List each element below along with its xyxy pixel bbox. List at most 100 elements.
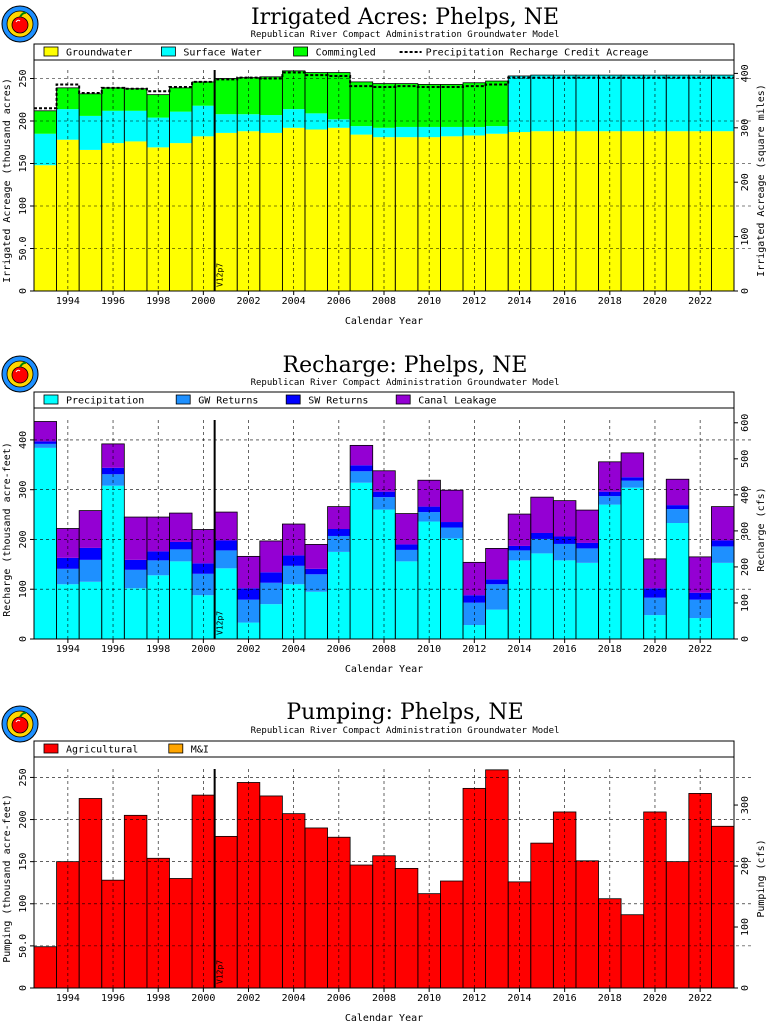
bar-gw-returns-1998 xyxy=(146,560,170,576)
bar-groundwater-2002 xyxy=(237,131,260,291)
bar-agricultural-2019 xyxy=(621,914,644,988)
bar-precipitation-2003 xyxy=(259,604,283,639)
bar-gw-returns-2017 xyxy=(575,548,599,563)
legend-label: SW Returns xyxy=(308,396,368,407)
bar-precipitation-1993 xyxy=(34,447,57,639)
bar-surface-water-2015 xyxy=(530,75,554,132)
bar-agricultural-2009 xyxy=(395,868,418,988)
bar-gw-returns-2021 xyxy=(666,509,689,524)
x-tick-label: 2002 xyxy=(236,644,260,655)
y2-tick-label: 600 xyxy=(740,414,751,432)
bar-sw-returns-1993 xyxy=(34,441,57,444)
bar-sw-returns-2003 xyxy=(259,572,283,583)
bar-agricultural-1999 xyxy=(169,878,193,988)
bar-commingled-1996 xyxy=(101,87,125,111)
bar-groundwater-2001 xyxy=(214,132,238,291)
bar-sw-returns-2020 xyxy=(643,588,667,598)
bar-surface-water-1993 xyxy=(34,133,57,166)
y2-axis-label: Irrigated Acreage (square miles) xyxy=(756,84,767,277)
bar-gw-returns-1995 xyxy=(79,559,102,582)
bar-groundwater-2011 xyxy=(440,136,464,291)
bar-precipitation-2013 xyxy=(485,609,509,639)
bar-canal-leakage-2023 xyxy=(711,506,734,541)
legend-label: Canal Leakage xyxy=(418,396,496,407)
chart-subtitle: Republican River Compact Administration … xyxy=(251,30,560,40)
x-tick-label: 2004 xyxy=(282,296,306,307)
bar-groundwater-1999 xyxy=(169,143,193,291)
x-tick-label: 2000 xyxy=(191,644,215,655)
bar-agricultural-2023 xyxy=(711,826,734,988)
bar-surface-water-2016 xyxy=(553,75,576,132)
bar-agricultural-2005 xyxy=(304,827,328,988)
bar-sw-returns-1999 xyxy=(169,541,193,550)
bar-gw-returns-2006 xyxy=(327,535,351,552)
y-tick-label: 50.0 xyxy=(18,934,29,958)
y-tick-label: 100 xyxy=(18,197,29,215)
bar-gw-returns-1997 xyxy=(124,569,147,589)
y2-tick-label: 100 xyxy=(740,918,751,936)
bar-precipitation-2021 xyxy=(666,523,689,639)
y2-tick-label: 300 xyxy=(740,796,751,814)
bar-surface-water-2005 xyxy=(304,113,328,130)
x-tick-label: 2010 xyxy=(417,993,441,1004)
x-tick-label: 2012 xyxy=(462,993,486,1004)
bar-gw-returns-1993 xyxy=(34,443,57,448)
bar-sw-returns-1994 xyxy=(56,557,80,569)
bar-commingled-1994 xyxy=(56,87,80,110)
y2-tick-label: 200 xyxy=(740,558,751,576)
logo-icon xyxy=(1,355,39,393)
bar-agricultural-1995 xyxy=(79,798,102,988)
bar-agricultural-2010 xyxy=(417,893,441,988)
bar-surface-water-2007 xyxy=(350,126,373,135)
bar-precipitation-2007 xyxy=(350,482,373,639)
bar-canal-leakage-2019 xyxy=(621,452,644,478)
y2-tick-label: 500 xyxy=(740,450,751,468)
bar-sw-returns-2015 xyxy=(530,532,554,539)
bar-sw-returns-2010 xyxy=(417,506,441,513)
legend-box xyxy=(33,43,735,61)
bar-groundwater-2020 xyxy=(643,131,667,291)
bar-precipitation-2014 xyxy=(508,560,531,639)
bar-surface-water-2001 xyxy=(214,114,238,133)
bar-gw-returns-2001 xyxy=(214,550,238,569)
bar-sw-returns-2012 xyxy=(463,595,486,603)
bar-commingled-2007 xyxy=(350,81,373,127)
bar-precipitation-2019 xyxy=(621,487,644,639)
bar-agricultural-2011 xyxy=(440,881,464,988)
bar-agricultural-2004 xyxy=(282,813,305,988)
bar-agricultural-1993 xyxy=(34,946,57,988)
x-tick-label: 2008 xyxy=(372,644,396,655)
bar-sw-returns-2009 xyxy=(395,544,418,550)
bar-sw-returns-1996 xyxy=(101,467,125,475)
bar-precipitation-2017 xyxy=(575,562,599,639)
bar-commingled-1993 xyxy=(34,110,57,134)
bar-commingled-2013 xyxy=(485,81,509,127)
x-tick-label: 2006 xyxy=(327,993,351,1004)
x-tick-label: 2022 xyxy=(688,993,712,1004)
bar-canal-leakage-2021 xyxy=(666,479,689,506)
bar-canal-leakage-1994 xyxy=(56,528,80,558)
x-tick-label: 2016 xyxy=(553,296,577,307)
bar-precipitation-2023 xyxy=(711,562,734,639)
bar-gw-returns-1996 xyxy=(101,474,125,486)
bar-precipitation-2004 xyxy=(282,584,305,639)
bar-surface-water-2009 xyxy=(395,126,418,138)
chart-subtitle: Republican River Compact Administration … xyxy=(251,378,560,388)
bar-agricultural-2013 xyxy=(485,769,509,988)
y-tick-label: 0 xyxy=(18,636,29,642)
x-tick-label: 2016 xyxy=(553,644,577,655)
bar-sw-returns-2023 xyxy=(711,540,734,547)
x-tick-label: 2020 xyxy=(643,296,667,307)
legend-item-commingled: Commingled xyxy=(293,46,376,59)
bar-sw-returns-1998 xyxy=(146,551,170,561)
legend-item-precipitation: Precipitation xyxy=(43,394,144,407)
x-tick-label: 2004 xyxy=(282,993,306,1004)
bar-agricultural-2017 xyxy=(575,860,599,988)
bar-precipitation-2008 xyxy=(372,509,396,639)
x-tick-label: 1996 xyxy=(101,993,125,1004)
y-tick-label: 100 xyxy=(18,580,29,598)
